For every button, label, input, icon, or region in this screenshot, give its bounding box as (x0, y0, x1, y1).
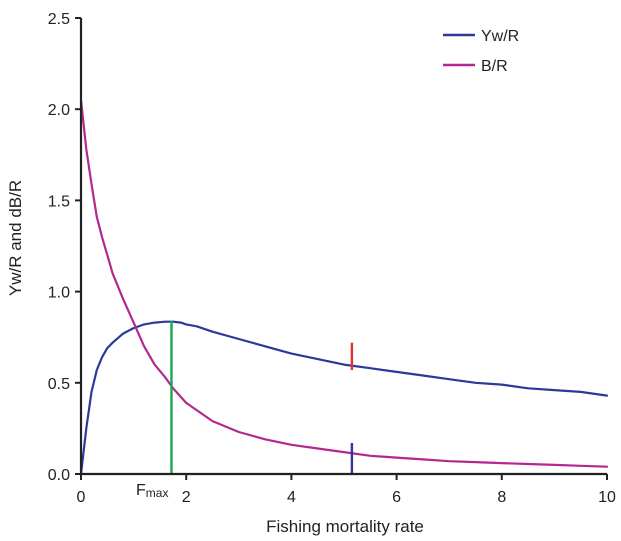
series-line-1 (79, 99, 609, 468)
y-axis-title: Yw/R and dB/R (6, 180, 25, 296)
x-tick-label: 8 (497, 489, 506, 506)
fmax-annotation-sub: max (146, 486, 169, 500)
fmax-annotation: Fmax (136, 482, 168, 500)
y-tick-label: 1.5 (48, 193, 70, 210)
x-tick-label: 10 (598, 489, 616, 506)
x-tick-label: 0 (77, 489, 86, 506)
y-tick-label: 0.0 (48, 467, 70, 484)
legend-label-1: B/R (481, 58, 508, 75)
x-tick-label: 2 (182, 489, 191, 506)
chart-axes: 0.0 0.5 1.0 1.5 2.0 2.5 0 2 4 6 8 10 (48, 11, 616, 506)
x-axis-title: Fishing mortality rate (266, 517, 424, 536)
fmax-annotation-main: F (136, 482, 146, 499)
y-tick-label: 0.5 (48, 376, 70, 393)
series-line-0 (79, 320, 609, 476)
x-tick-label: 4 (287, 489, 296, 506)
y-tick-label: 2.0 (48, 102, 70, 119)
legend-label-0: Yw/R (481, 28, 519, 45)
y-tick-label: 1.0 (48, 285, 70, 302)
x-tick-label: 6 (392, 489, 401, 506)
chart-legend: Yw/R B/R (443, 28, 519, 75)
y-tick-label: 2.5 (48, 11, 70, 28)
chart-labels: Fishing mortality rate Yw/R and dB/R Fma… (6, 180, 424, 536)
chart-marks (79, 99, 609, 476)
